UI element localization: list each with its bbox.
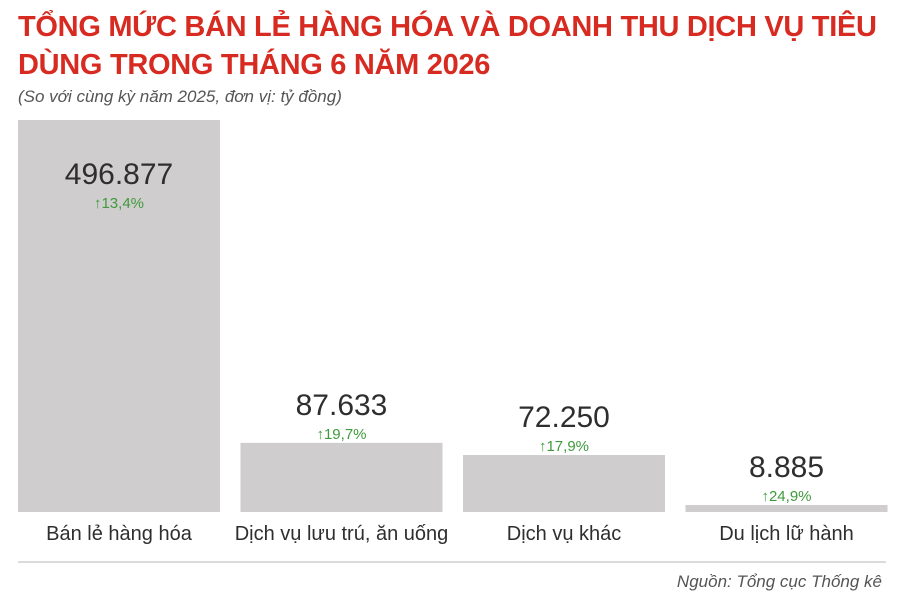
source-note: Nguồn: Tổng cục Thống kê — [676, 572, 882, 591]
change-label-3: ↑17,9% — [539, 438, 589, 455]
category-label-4: Du lịch lữ hành — [719, 523, 854, 545]
chart-subtitle: (So với cùng kỳ năm 2025, đơn vị: tỷ đồn… — [18, 87, 342, 106]
category-label-3: Dịch vụ khác — [507, 523, 622, 545]
value-label-3: 72.250 — [518, 401, 610, 434]
change-label-2: ↑19,7% — [316, 426, 366, 443]
chart-title: TỔNG MỨC BÁN LẺ HÀNG HÓA VÀ DOANH THU DỊ… — [18, 11, 877, 81]
bar-1 — [18, 120, 220, 512]
category-label-1: Bán lẻ hàng hóa — [46, 523, 193, 545]
value-label-4: 8.885 — [749, 451, 824, 484]
change-label-1: ↑13,4% — [94, 195, 144, 212]
bar-3 — [463, 454, 665, 512]
value-label-1: 496.877 — [65, 158, 173, 191]
bar-2 — [240, 442, 443, 512]
category-label-2: Dịch vụ lưu trú, ăn uống — [235, 523, 449, 545]
bar-4 — [685, 504, 888, 512]
value-label-2: 87.633 — [296, 389, 388, 422]
change-label-4: ↑24,9% — [761, 488, 811, 505]
